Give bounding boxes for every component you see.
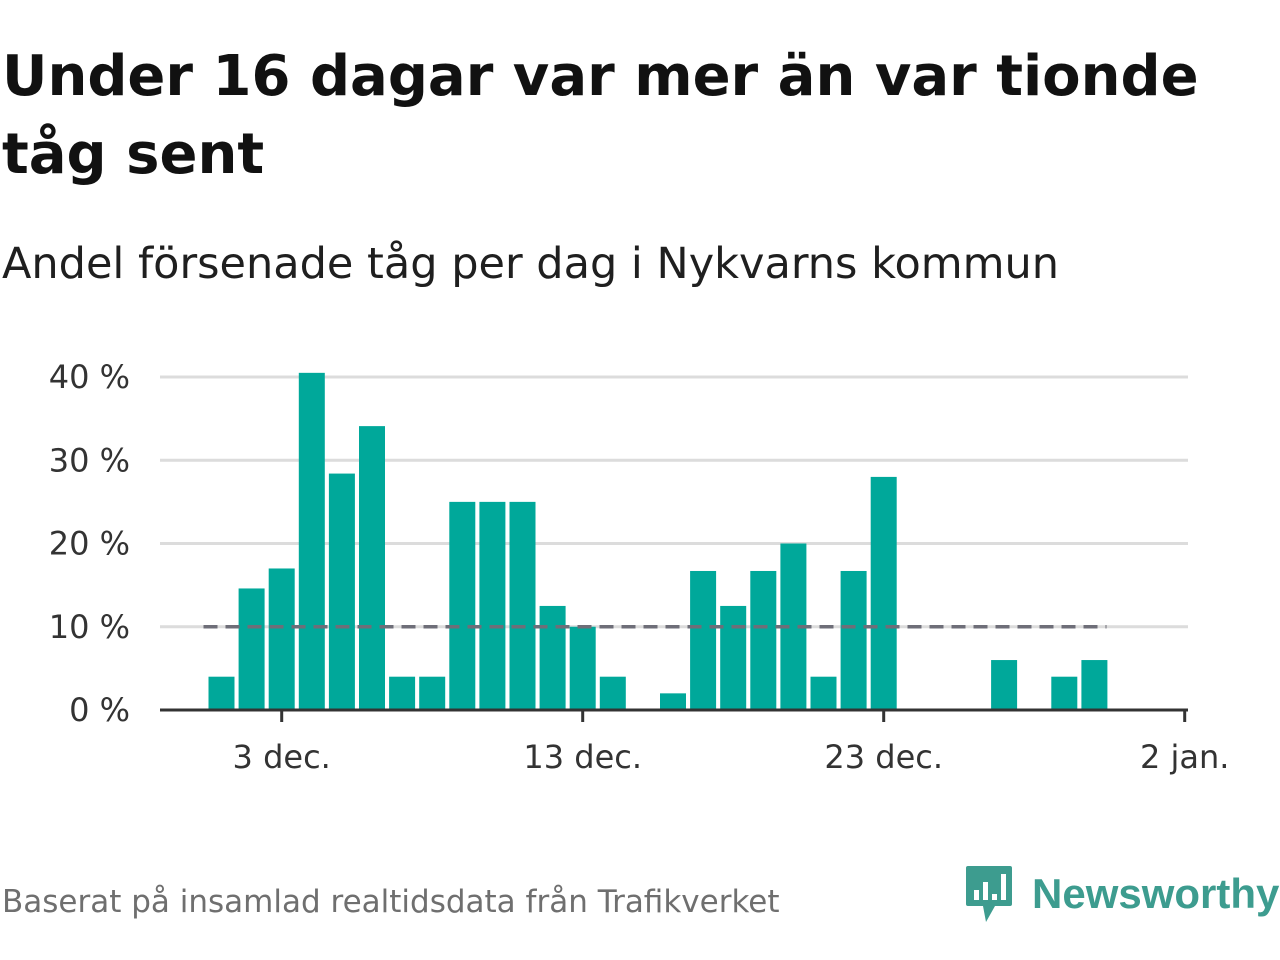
bar [720,605,747,710]
bar [479,501,506,710]
y-axis-ticks: 0 % 10 % 20 % 30 % 40 % [49,358,130,729]
y-tick-label: 30 % [49,441,130,479]
bar [991,660,1018,710]
bar [419,676,446,710]
x-tick-label: 13 dec. [523,738,642,776]
bar [1081,660,1108,710]
bar [690,570,717,710]
bar [660,693,686,710]
brand-name: Newsworthy [1032,870,1280,917]
bar [328,473,355,710]
bar [599,676,626,710]
x-axis-ticks: 3 dec. 13 dec. 23 dec. 2 jan. [233,710,1229,776]
bar [359,426,385,710]
y-tick-label: 40 % [49,358,130,396]
bar [298,372,325,710]
x-tick-label: 23 dec. [824,738,943,776]
source-note: Baserat på insamlad realtidsdata från Tr… [2,884,780,920]
bar [449,501,476,710]
y-tick-label: 0 % [69,691,130,729]
x-tick-label: 2 jan. [1140,738,1229,776]
bar [509,501,536,710]
bar [569,626,596,710]
bar [840,570,867,710]
bar [389,676,416,710]
bar [238,588,265,710]
chart-title: Under 16 dagar var mer än var tionde tåg… [2,44,1199,187]
bar [870,476,897,710]
bar [750,570,777,710]
bars [208,372,1108,710]
x-tick-label: 3 dec. [233,738,331,776]
bar [1051,676,1078,710]
brand: Newsworthy [964,864,1279,924]
bar [208,676,235,710]
bar [810,676,837,710]
bar [268,568,295,710]
bar [539,605,566,710]
y-tick-label: 10 % [49,608,130,646]
bar-chart: 0 % 10 % 20 % 30 % 40 % 3 dec. 13 dec. 23 dec.… [49,358,1230,776]
chart-subtitle: Andel försenade tåg per dag i Nykvarns k… [2,239,1060,289]
newsworthy-logo-icon [966,866,1012,922]
y-tick-label: 20 % [49,525,130,563]
